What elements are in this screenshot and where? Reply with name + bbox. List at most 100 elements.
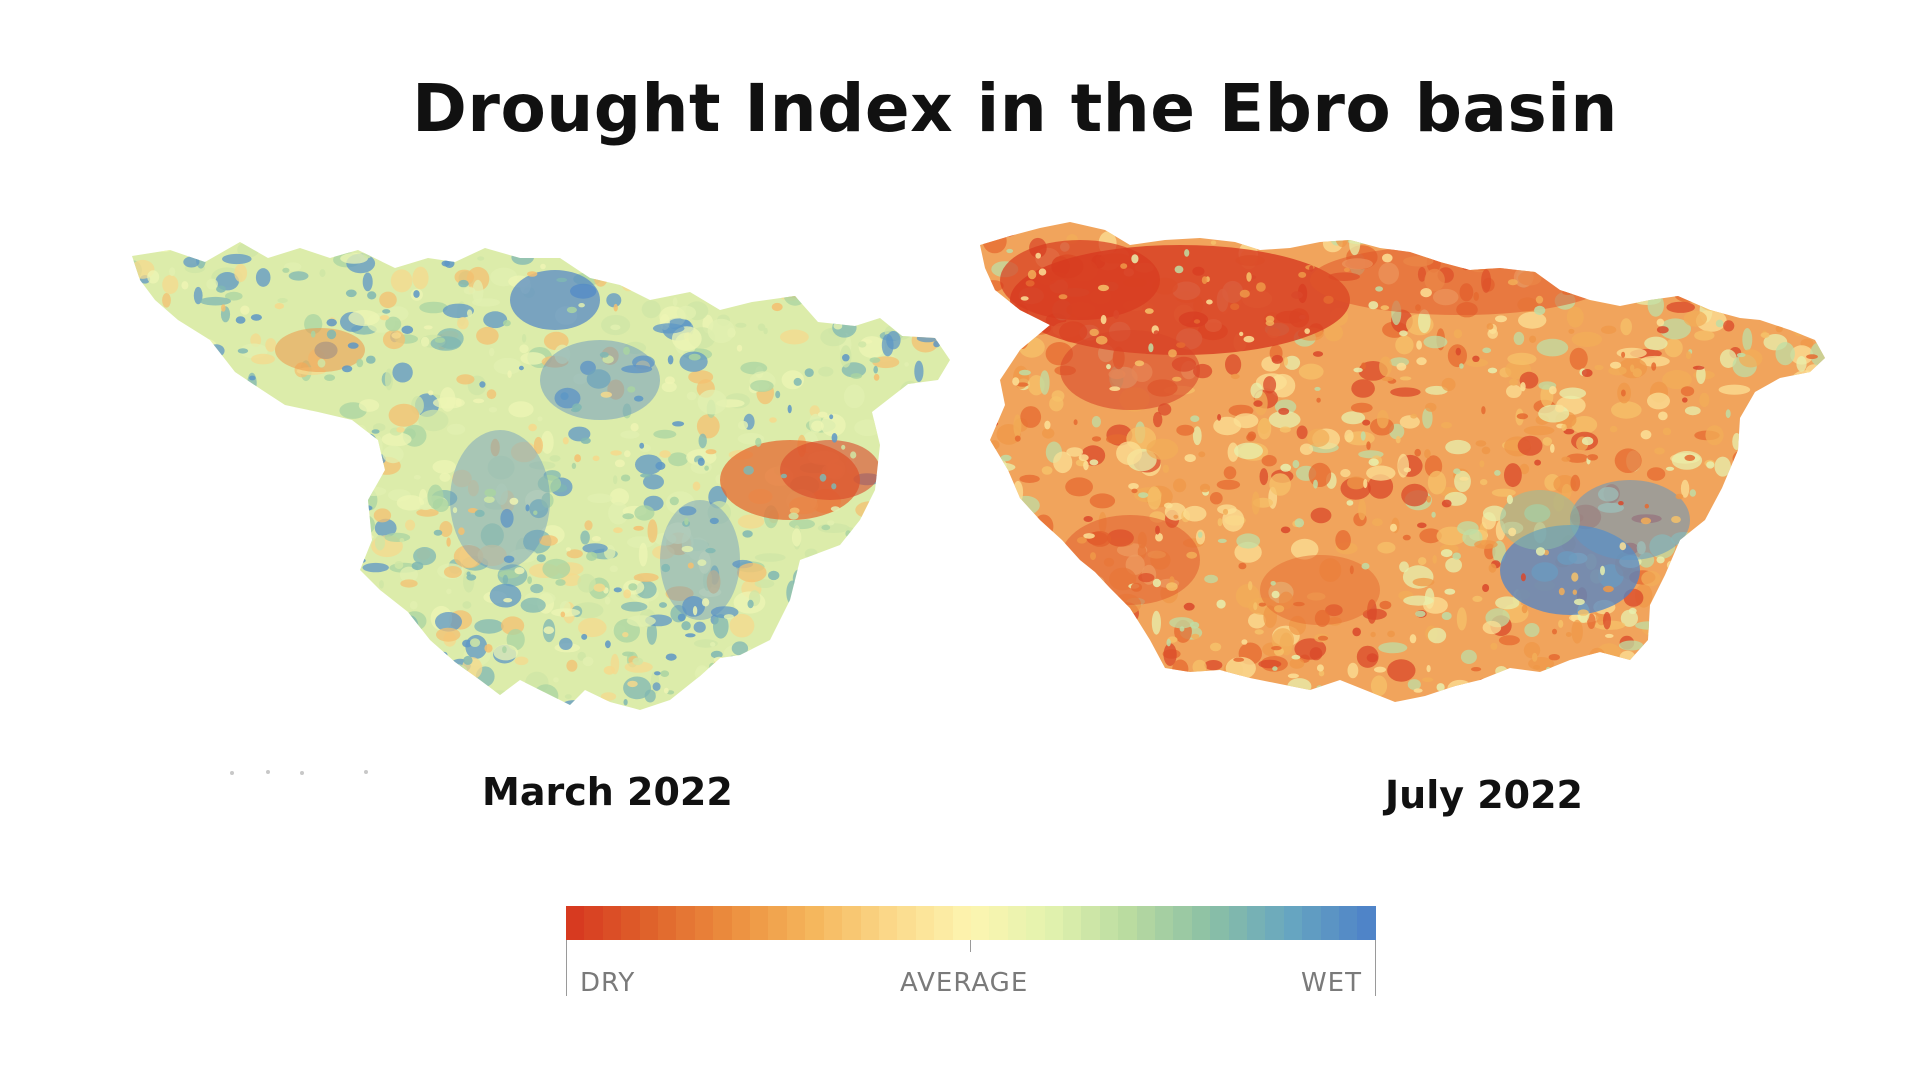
moisture-patch [423, 325, 433, 330]
moisture-patch [906, 558, 926, 579]
moisture-patch [707, 318, 735, 344]
moisture-patch [1666, 301, 1695, 313]
moisture-patch [202, 518, 212, 523]
legend-color-step [566, 906, 585, 940]
moisture-patch [1344, 429, 1354, 443]
moisture-patch [1723, 240, 1728, 246]
moisture-patch [1614, 673, 1636, 694]
moisture-patch [1810, 259, 1819, 265]
moisture-patch [1782, 512, 1801, 527]
moisture-patch [728, 672, 735, 679]
legend-color-step [1228, 906, 1248, 940]
moisture-patch [484, 690, 513, 699]
moisture-patch [180, 506, 193, 514]
moisture-patch [1189, 673, 1215, 685]
moisture-patch [1432, 240, 1445, 251]
moisture-patch [1155, 525, 1160, 535]
moisture-patch [527, 242, 555, 250]
moisture-patch [495, 483, 508, 506]
moisture-patch [396, 426, 405, 433]
moisture-patch [653, 429, 677, 439]
moisture-patch [416, 508, 439, 517]
moisture-patch [1172, 659, 1189, 679]
moisture-patch [1044, 420, 1051, 430]
moisture-patch [1134, 360, 1145, 367]
moisture-patch [1741, 610, 1755, 633]
moisture-patch [1471, 667, 1482, 672]
moisture-region [1500, 490, 1580, 550]
moisture-patch [1274, 605, 1285, 613]
moisture-patch [150, 626, 159, 634]
legend-color-step [989, 906, 1008, 940]
moisture-patch [375, 535, 385, 551]
moisture-patch [1157, 403, 1172, 416]
moisture-patch [726, 692, 754, 705]
moisture-patch [193, 286, 203, 305]
moisture-patch [1692, 365, 1705, 370]
moisture-patch [1444, 249, 1454, 263]
moisture-patch [1248, 612, 1266, 629]
moisture-patch [1738, 304, 1749, 314]
moisture-patch [1719, 494, 1742, 519]
moisture-patch [696, 414, 720, 439]
moisture-patch [833, 322, 843, 330]
moisture-patch [1315, 685, 1324, 695]
moisture-patch [272, 426, 288, 435]
moisture-patch [1128, 678, 1137, 691]
moisture-patch [737, 420, 749, 430]
moisture-patch [318, 414, 325, 419]
moisture-patch [1790, 345, 1814, 365]
moisture-patch [627, 680, 638, 688]
moisture-patch [340, 253, 368, 264]
moisture-patch [132, 592, 139, 603]
moisture-patch [820, 413, 846, 437]
moisture-patch [1015, 324, 1030, 350]
moisture-region [450, 430, 550, 570]
moisture-patch [1785, 568, 1797, 583]
moisture-patch [723, 614, 735, 620]
moisture-patch [941, 664, 949, 675]
moisture-patch [1439, 227, 1455, 237]
moisture-patch [1308, 462, 1332, 487]
moisture-patch [863, 582, 872, 599]
moisture-patch [1746, 505, 1753, 512]
moisture-patch [572, 403, 582, 412]
moisture-patch [1792, 452, 1799, 459]
moisture-patch [553, 677, 559, 683]
moisture-patch [251, 353, 275, 365]
moisture-patch [132, 661, 153, 671]
moisture-patch [319, 269, 326, 278]
moisture-patch [1014, 435, 1021, 442]
moisture-patch [1774, 250, 1783, 255]
moisture-patch [192, 611, 214, 623]
moisture-patch [1525, 251, 1556, 274]
moisture-patch [754, 579, 775, 588]
moisture-patch [655, 461, 666, 470]
moisture-patch [156, 514, 171, 525]
moisture-patch [338, 587, 345, 595]
moisture-patch [242, 594, 263, 619]
moisture-patch [1425, 402, 1437, 412]
moisture-patch [1410, 413, 1418, 419]
moisture-patch [1153, 687, 1159, 692]
moisture-patch [623, 699, 628, 706]
moisture-patch [350, 666, 359, 672]
moisture-patch [1313, 479, 1318, 489]
moisture-patch [1213, 416, 1242, 436]
moisture-patch [362, 562, 389, 573]
moisture-patch [1166, 638, 1171, 647]
moisture-patch [786, 580, 799, 605]
moisture-patch [1535, 547, 1546, 556]
moisture-patch [633, 525, 644, 531]
moisture-patch [1758, 497, 1785, 513]
moisture-patch [132, 501, 149, 515]
moisture-patch [1820, 329, 1825, 334]
moisture-patch [1488, 563, 1497, 573]
moisture-patch [731, 641, 749, 656]
moisture-patch [780, 473, 788, 479]
moisture-patch [827, 520, 835, 526]
moisture-patch [1534, 249, 1540, 255]
moisture-patch [702, 252, 714, 262]
moisture-patch [1640, 517, 1652, 525]
moisture-patch [190, 346, 215, 360]
